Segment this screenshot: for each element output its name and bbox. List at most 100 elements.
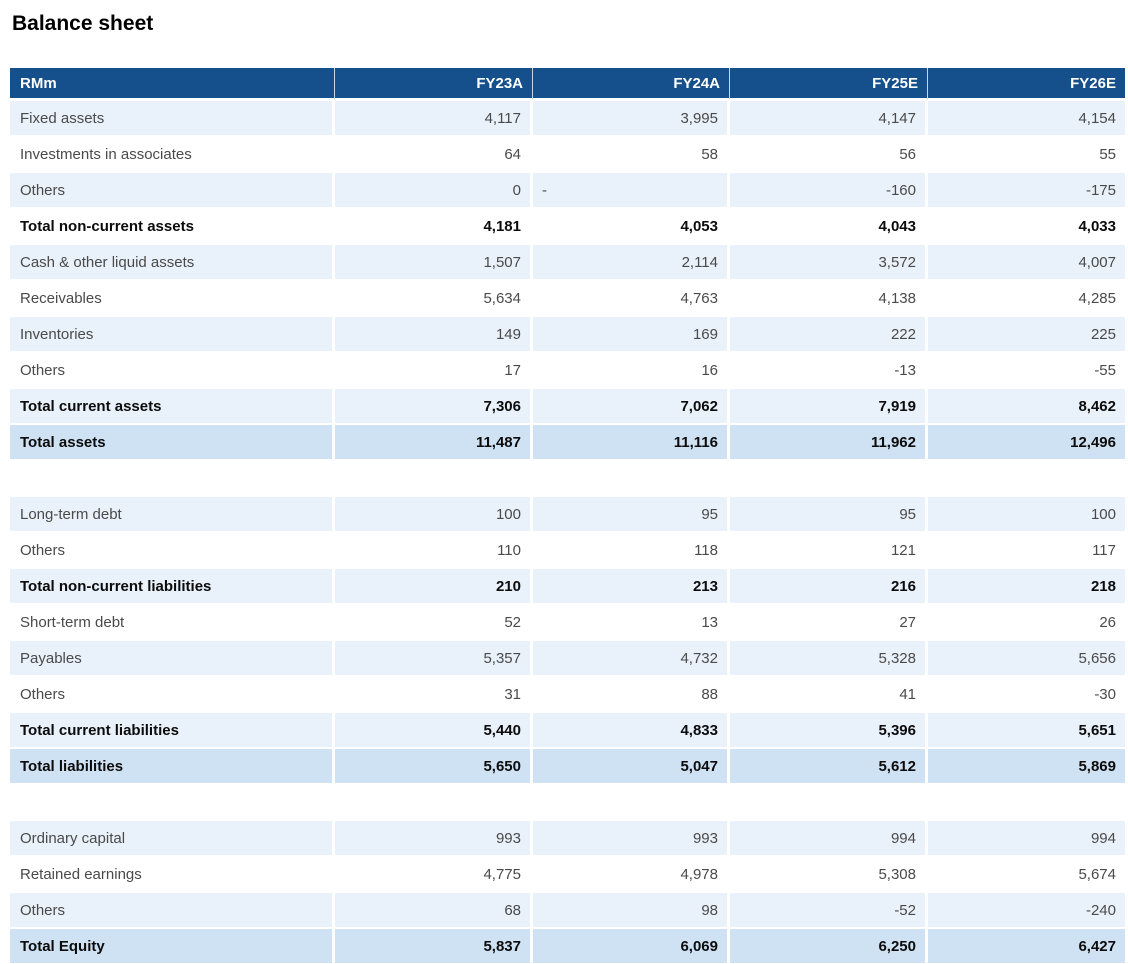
table-body: Fixed assets 4,117 3,995 4,147 4,154 Investme…: [10, 101, 1125, 964]
row-value-fy26e: 4,154: [928, 101, 1125, 137]
row-value-fy24a: 118: [533, 533, 730, 569]
row-value-fy25e: 5,308: [730, 857, 928, 893]
row-value-fy23a: 4,181: [335, 209, 533, 245]
row-value-fy26e: 26: [928, 605, 1125, 641]
row-label: Total non-current assets: [10, 209, 335, 245]
row-value-fy26e: 4,007: [928, 245, 1125, 281]
row-value-fy24a: 993: [533, 821, 730, 857]
row-label: Payables: [10, 641, 335, 677]
row-value-fy26e: 55: [928, 137, 1125, 173]
row-label: Total current assets: [10, 389, 335, 425]
row-value-fy24a: 13: [533, 605, 730, 641]
row-value-fy26e: 4,285: [928, 281, 1125, 317]
row-value-fy24a: 6,069: [533, 929, 730, 964]
row-label: Ordinary capital: [10, 821, 335, 857]
row-value-fy23a: 5,634: [335, 281, 533, 317]
table-row: Total non-current liabilities 210 213 216 21…: [10, 569, 1125, 605]
row-value-fy26e: 117: [928, 533, 1125, 569]
row-value-fy24a: 4,053: [533, 209, 730, 245]
row-label: Total liabilities: [10, 749, 335, 785]
row-value-fy24a: 58: [533, 137, 730, 173]
row-value-fy23a: 31: [335, 677, 533, 713]
row-label: Total assets: [10, 425, 335, 461]
row-value-fy26e: 994: [928, 821, 1125, 857]
row-value-fy26e: 4,033: [928, 209, 1125, 245]
table-row: Inventories 149 169 222 225: [10, 317, 1125, 353]
row-value-fy25e: 4,043: [730, 209, 928, 245]
table-row: Long-term debt 100 95 95 100: [10, 497, 1125, 533]
row-value-fy26e: 100: [928, 497, 1125, 533]
row-label: Others: [10, 677, 335, 713]
table-row: Ordinary capital 993 993 994 994: [10, 821, 1125, 857]
row-value-fy23a: 5,357: [335, 641, 533, 677]
row-value-fy23a: 52: [335, 605, 533, 641]
row-value-fy23a: 5,440: [335, 713, 533, 749]
row-label: Fixed assets: [10, 101, 335, 137]
table-row: Total current assets 7,306 7,062 7,919 8,462: [10, 389, 1125, 425]
row-value-fy26e: -240: [928, 893, 1125, 929]
row-value-fy25e: 4,147: [730, 101, 928, 137]
row-value-fy26e: 12,496: [928, 425, 1125, 461]
row-value-fy25e: -52: [730, 893, 928, 929]
row-value-fy25e: 3,572: [730, 245, 928, 281]
row-value-fy25e: 7,919: [730, 389, 928, 425]
row-label: Others: [10, 893, 335, 929]
table-row: Investments in associates 64 58 56 55: [10, 137, 1125, 173]
row-label: Short-term debt: [10, 605, 335, 641]
row-label: Total current liabilities: [10, 713, 335, 749]
row-value-fy26e: -175: [928, 173, 1125, 209]
table-row: Others 17 16 -13 -55: [10, 353, 1125, 389]
table-row: Short-term debt 52 13 27 26: [10, 605, 1125, 641]
spacer-cell: [10, 461, 1125, 497]
table-row: Payables 5,357 4,732 5,328 5,656: [10, 641, 1125, 677]
row-value-fy26e: 8,462: [928, 389, 1125, 425]
row-value-fy24a: 88: [533, 677, 730, 713]
row-value-fy24a: 95: [533, 497, 730, 533]
row-value-fy26e: -55: [928, 353, 1125, 389]
row-value-fy26e: -30: [928, 677, 1125, 713]
table-row: Cash & other liquid assets 1,507 2,114 3,57…: [10, 245, 1125, 281]
row-value-fy24a: 213: [533, 569, 730, 605]
row-label: Others: [10, 353, 335, 389]
table-row: Receivables 5,634 4,763 4,138 4,285: [10, 281, 1125, 317]
row-value-fy25e: 27: [730, 605, 928, 641]
row-value-fy24a: 4,732: [533, 641, 730, 677]
row-value-fy23a: 7,306: [335, 389, 533, 425]
row-value-fy24a: 169: [533, 317, 730, 353]
table-row: Total assets 11,487 11,116 11,962 12,496: [10, 425, 1125, 461]
row-value-fy23a: 64: [335, 137, 533, 173]
row-value-fy26e: 5,656: [928, 641, 1125, 677]
row-value-fy24a: -: [533, 173, 730, 209]
table-row: Others 0- -160 -175: [10, 173, 1125, 209]
row-label: Retained earnings: [10, 857, 335, 893]
balance-sheet-table: RMm FY23A FY24A FY25E FY26E Fixed assets…: [10, 68, 1125, 964]
row-value-fy23a: 11,487: [335, 425, 533, 461]
row-value-fy25e: 121: [730, 533, 928, 569]
row-label: Others: [10, 533, 335, 569]
row-value-fy24a: 3,995: [533, 101, 730, 137]
row-value-fy23a: 5,837: [335, 929, 533, 964]
table-row: Retained earnings 4,775 4,978 5,308 5,674: [10, 857, 1125, 893]
row-value-fy25e: 6,250: [730, 929, 928, 964]
row-label: Cash & other liquid assets: [10, 245, 335, 281]
row-value-fy25e: 4,138: [730, 281, 928, 317]
page-title: Balance sheet: [12, 12, 154, 35]
row-label: Investments in associates: [10, 137, 335, 173]
table-row: Fixed assets 4,117 3,995 4,147 4,154: [10, 101, 1125, 137]
row-value-fy23a: 4,775: [335, 857, 533, 893]
row-value-fy24a: 98: [533, 893, 730, 929]
row-value-fy23a: 110: [335, 533, 533, 569]
row-value-fy23a: 5,650: [335, 749, 533, 785]
row-value-fy23a: 4,117: [335, 101, 533, 137]
row-value-fy24a: 5,047: [533, 749, 730, 785]
row-value-fy23a: 1,507: [335, 245, 533, 281]
row-value-fy26e: 5,674: [928, 857, 1125, 893]
header-col-fy26e: FY26E: [928, 68, 1125, 101]
row-value-fy23a: 210: [335, 569, 533, 605]
row-value-fy25e: 5,328: [730, 641, 928, 677]
row-label: Inventories: [10, 317, 335, 353]
header-col-fy24a: FY24A: [533, 68, 730, 101]
row-value-fy25e: 11,962: [730, 425, 928, 461]
table-row: Others 110 118 121 117: [10, 533, 1125, 569]
row-value-fy25e: -160: [730, 173, 928, 209]
